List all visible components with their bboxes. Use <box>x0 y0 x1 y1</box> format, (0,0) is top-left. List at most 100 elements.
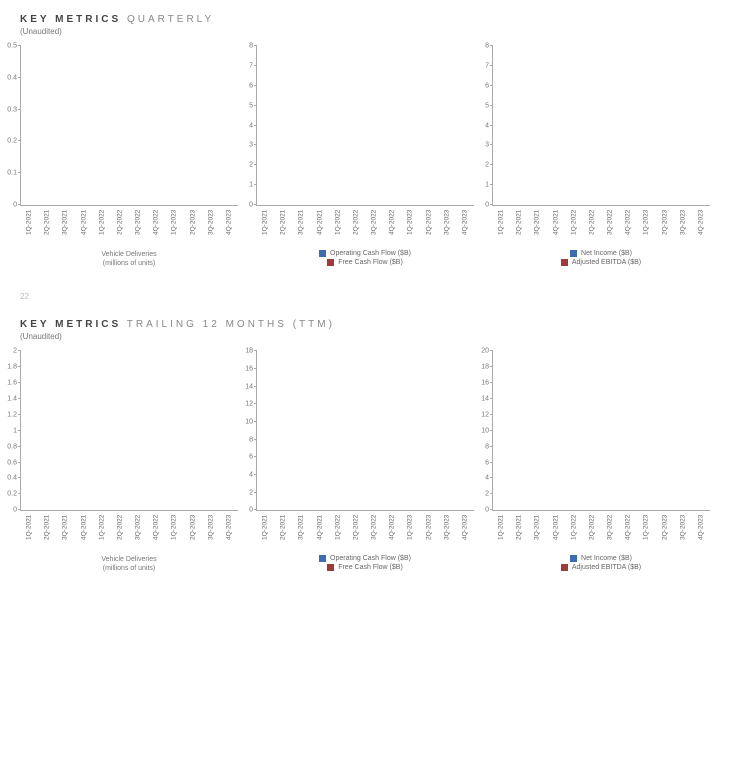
x-tick-label: 4Q-2023 <box>692 210 710 244</box>
x-tick-label: 4Q-2021 <box>311 210 329 244</box>
x-tick-label: 2Q-2023 <box>420 515 438 549</box>
y-tick-label: 7 <box>233 62 253 69</box>
bars <box>257 46 474 205</box>
y-tick-label: 2 <box>233 489 253 496</box>
y-tick-label: 4 <box>469 122 489 129</box>
y-tick-label: 4 <box>233 122 253 129</box>
x-tick-label: 1Q-2021 <box>20 515 38 549</box>
y-tick-label: 0.4 <box>0 74 17 81</box>
x-tick-label: 2Q-2021 <box>38 210 56 244</box>
legend-swatch <box>319 250 326 257</box>
x-tick-label: 3Q-2023 <box>438 210 456 244</box>
y-tick-label: 1.8 <box>0 364 17 371</box>
row-quarterly: 00.10.20.30.40.51Q-20212Q-20213Q-20214Q-… <box>20 46 710 268</box>
legend-swatch <box>570 555 577 562</box>
x-tick-label: 4Q-2021 <box>75 210 93 244</box>
y-tick-label: 4 <box>469 475 489 482</box>
y-tick-label: 0 <box>469 202 489 209</box>
y-tick-label: 6 <box>469 82 489 89</box>
x-tick-label: 1Q-2021 <box>492 515 510 549</box>
legend: Net Income ($B) Adjusted EBITDA ($B) <box>492 555 710 573</box>
y-tick-label: 6 <box>469 459 489 466</box>
chart-t-income: 024681012141618201Q-20212Q-20213Q-20214Q… <box>492 351 710 573</box>
y-tick-label: 1.6 <box>0 380 17 387</box>
legend-label: Net Income ($B) <box>581 250 632 257</box>
y-tick-label: 1 <box>0 427 17 434</box>
x-tick-label: 1Q-2022 <box>329 515 347 549</box>
x-tick-label: 1Q-2023 <box>165 515 183 549</box>
x-tick-label: 1Q-2022 <box>329 210 347 244</box>
x-tick-label: 2Q-2023 <box>656 210 674 244</box>
y-tick-label: 18 <box>233 348 253 355</box>
y-tick-label: 8 <box>233 436 253 443</box>
y-tick-label: 0.5 <box>0 43 17 50</box>
section1-subtitle: (Unaudited) <box>20 27 710 36</box>
x-tick-label: 1Q-2023 <box>165 210 183 244</box>
section2-title: KEY METRICS TRAILING 12 MONTHS (TTM) <box>20 319 710 330</box>
y-tick-label: 1.4 <box>0 395 17 402</box>
y-tick-label: 1.2 <box>0 411 17 418</box>
bars <box>493 351 710 510</box>
legend-item: Free Cash Flow ($B) <box>327 259 403 266</box>
legend-item: Net Income ($B) <box>570 250 632 257</box>
x-tick-label: 2Q-2023 <box>184 210 202 244</box>
x-tick-label: 4Q-2023 <box>456 210 474 244</box>
y-tick-label: 0.2 <box>0 491 17 498</box>
x-labels: 1Q-20212Q-20213Q-20214Q-20211Q-2022 2Q-20… <box>20 210 238 244</box>
bars <box>21 46 238 205</box>
section1-title-bold: KEY METRICS <box>20 14 121 25</box>
x-tick-label: 2Q-2023 <box>656 515 674 549</box>
legend-label: Operating Cash Flow ($B) <box>330 250 411 257</box>
section1-title-light: QUARTERLY <box>127 14 214 25</box>
y-tick-label: 10 <box>469 427 489 434</box>
y-tick-label: 0 <box>233 202 253 209</box>
x-tick-label: 4Q-2023 <box>220 210 238 244</box>
legend-swatch <box>327 259 334 266</box>
legend-swatch <box>561 259 568 266</box>
y-tick-label: 14 <box>233 383 253 390</box>
x-tick-label: 2Q-2021 <box>274 210 292 244</box>
x-tick-label: 1Q-2022 <box>93 515 111 549</box>
x-tick-label: 3Q-2022 <box>129 515 147 549</box>
x-tick-label: 3Q-2022 <box>601 515 619 549</box>
x-tick-label: 1Q-2022 <box>565 515 583 549</box>
chart-q-income: 0123456781Q-20212Q-20213Q-20214Q-20211Q-… <box>492 46 710 268</box>
x-tick-label: 1Q-2021 <box>256 515 274 549</box>
legend-swatch <box>570 250 577 257</box>
x-tick-label: 3Q-2021 <box>528 515 546 549</box>
y-tick-label: 8 <box>233 43 253 50</box>
y-tick-label: 4 <box>233 471 253 478</box>
plot-area: 024681012141618 <box>256 351 474 511</box>
x-labels: 1Q-20212Q-20213Q-20214Q-20211Q-20222Q-20… <box>492 515 710 549</box>
y-tick-label: 18 <box>469 364 489 371</box>
x-tick-label: 1Q-2021 <box>20 210 38 244</box>
y-tick-label: 1 <box>469 182 489 189</box>
legend-label: Net Income ($B) <box>581 555 632 562</box>
x-tick-label: 3Q-2022 <box>365 210 383 244</box>
x-tick-label: 4Q-2021 <box>75 515 93 549</box>
x-tick-label: 3Q-2022 <box>129 210 147 244</box>
x-labels: 1Q-20212Q-20213Q-20214Q-20211Q-20222Q-20… <box>256 515 474 549</box>
legend-item: Adjusted EBITDA ($B) <box>561 564 641 571</box>
legend-swatch <box>319 555 326 562</box>
x-tick-label: 3Q-2023 <box>202 210 220 244</box>
y-tick-label: 2 <box>469 491 489 498</box>
legend: Net Income ($B)Adjusted EBITDA ($B) <box>492 250 710 268</box>
y-tick-label: 0.1 <box>0 170 17 177</box>
chart-t-deliveries: 00.20.40.60.811.21.41.61.821Q-20212Q-202… <box>20 351 238 573</box>
x-tick-label: 1Q-2023 <box>401 515 419 549</box>
x-tick-label: 4Q-2022 <box>383 210 401 244</box>
y-tick-label: 0 <box>233 507 253 514</box>
y-tick-label: 0 <box>0 507 17 514</box>
y-tick-label: 0.2 <box>0 138 17 145</box>
y-tick-label: 14 <box>469 395 489 402</box>
x-tick-label: 3Q-2021 <box>56 210 74 244</box>
legend-item: Free Cash Flow ($B) <box>327 564 403 571</box>
x-tick-label: 4Q-2022 <box>147 210 165 244</box>
x-tick-label: 3Q-2023 <box>202 515 220 549</box>
legend: Operating Cash Flow ($B)Free Cash Flow (… <box>256 555 474 573</box>
legend-label: Adjusted EBITDA ($B) <box>572 564 641 571</box>
x-tick-label: 1Q-2022 <box>93 210 111 244</box>
chart-q-cashflow: 0123456781Q-20212Q-20213Q-20214Q-20211Q-… <box>256 46 474 268</box>
legend-item: Net Income ($B) <box>570 555 632 562</box>
